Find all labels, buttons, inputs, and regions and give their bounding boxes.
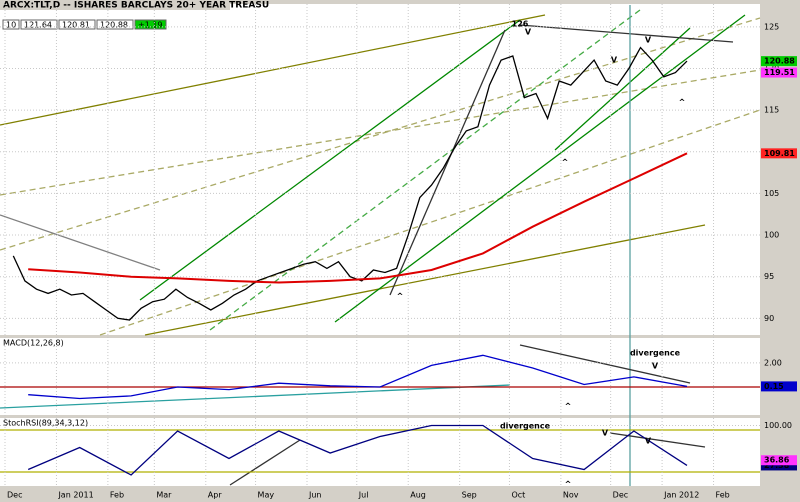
series-line <box>27 424 688 476</box>
x-tick-label: Feb <box>716 491 730 500</box>
panel-label: MACD(12,26,8) <box>3 339 64 348</box>
annotation: divergence <box>500 422 551 431</box>
series-line <box>12 46 688 321</box>
y-tick-label: 95 <box>764 272 774 281</box>
x-tick-label: Mar <box>156 491 172 500</box>
x-tick-label: Dec <box>613 491 628 500</box>
y-tick-label: 100 <box>764 231 779 240</box>
annotation: V <box>611 56 618 65</box>
legend-value: 121.64 <box>24 21 52 30</box>
value-box <box>761 381 797 392</box>
value-box <box>761 67 797 78</box>
x-tick-label: Jan 2011 <box>57 491 93 500</box>
x-tick-label: Jan 2012 <box>663 491 699 500</box>
annotation: ^ <box>562 158 569 167</box>
legend-box <box>20 19 58 30</box>
value-box <box>761 460 797 471</box>
annotation: ^ <box>397 292 404 301</box>
legend-box <box>2 19 20 30</box>
stoch-panel <box>0 418 760 486</box>
x-tick-label: Sep <box>462 491 477 500</box>
value-box <box>761 56 797 67</box>
x-tick-label: Feb <box>110 491 124 500</box>
x-tick-label: Jun <box>308 491 322 500</box>
x-tick-label: May <box>258 491 275 500</box>
y-tick-label: 100.00 <box>764 421 792 430</box>
annotation: V <box>652 362 659 371</box>
legend-value: 120.88 <box>100 21 128 30</box>
y-tick-label: 2.00 <box>764 358 782 367</box>
annotation: V <box>645 36 652 45</box>
y-tick-label: 90 <box>764 314 774 323</box>
value-box-label: 27.38 <box>764 461 790 470</box>
value-box-label: 120.88 <box>764 57 795 66</box>
legend-value: 10 <box>6 21 16 30</box>
chart-title: ARCX:TLT,D -- ISHARES BARCLAYS 20+ YEAR … <box>3 1 269 11</box>
value-box <box>761 455 797 466</box>
value-box-label: 36.86 <box>764 456 790 465</box>
annotation: V <box>525 28 532 37</box>
legend-value: +1.19 <box>138 21 163 30</box>
panel-label: StochRSI(89,34,3,12) <box>3 419 88 428</box>
legend-value: 120.81 <box>62 21 90 30</box>
legend-box <box>96 19 134 30</box>
x-tick-label: Aug <box>410 491 426 500</box>
annotation: V <box>645 437 652 446</box>
x-tick-label: Dec <box>7 491 22 500</box>
annotation: ^ <box>565 402 572 411</box>
y-tick-label: 105 <box>764 189 779 198</box>
annotation: V <box>602 429 609 438</box>
legend-box <box>134 19 167 30</box>
series-line <box>28 152 688 284</box>
x-tick-label: Apr <box>208 491 223 500</box>
x-tick-label: Oct <box>511 491 525 500</box>
price-panel <box>0 4 760 335</box>
annotation: divergence <box>630 349 681 358</box>
legend-box <box>58 19 96 30</box>
series-line <box>28 354 688 400</box>
value-box <box>761 148 797 159</box>
value-box-label: 109.81 <box>764 149 795 158</box>
annotation: ^ <box>679 98 686 107</box>
annotation: 126 <box>512 20 529 29</box>
title-box <box>0 0 230 10</box>
x-tick-label: Nov <box>563 491 579 500</box>
y-tick-label: 125 <box>764 22 779 31</box>
x-tick-label: Jul <box>358 491 369 500</box>
value-box-label: 119.51 <box>764 68 795 77</box>
annotation: ^ <box>565 480 572 489</box>
y-tick-label: 115 <box>764 106 779 115</box>
value-box-label: 0.15 <box>764 382 784 391</box>
